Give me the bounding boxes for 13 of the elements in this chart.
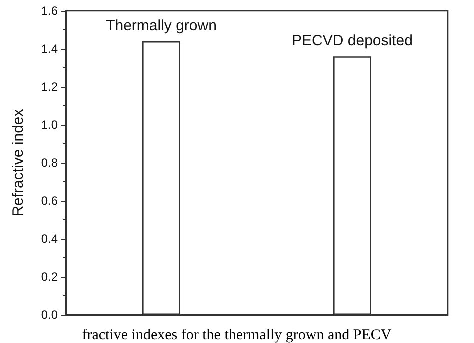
y-tick-label: 1.6 xyxy=(41,4,58,18)
y-tick-label: 0.4 xyxy=(41,232,58,246)
y-tick-label: 0.6 xyxy=(41,194,58,208)
y-axis-title: Refractive index xyxy=(10,108,27,217)
y-tick-label: 1.0 xyxy=(41,118,58,132)
x-tick-label: PECVD deposited xyxy=(292,32,413,50)
y-tick-label: 0.8 xyxy=(41,156,58,170)
y-tick-label: 1.4 xyxy=(41,42,58,56)
text: fractive indexes for the thermally grown and PECV xyxy=(82,328,392,343)
x-tick-label: Thermally grown xyxy=(106,17,217,34)
y-tick-label: 1.2 xyxy=(41,80,58,94)
y-tick-label: 0.2 xyxy=(41,270,58,284)
y-tick-label: 0.0 xyxy=(41,308,58,322)
